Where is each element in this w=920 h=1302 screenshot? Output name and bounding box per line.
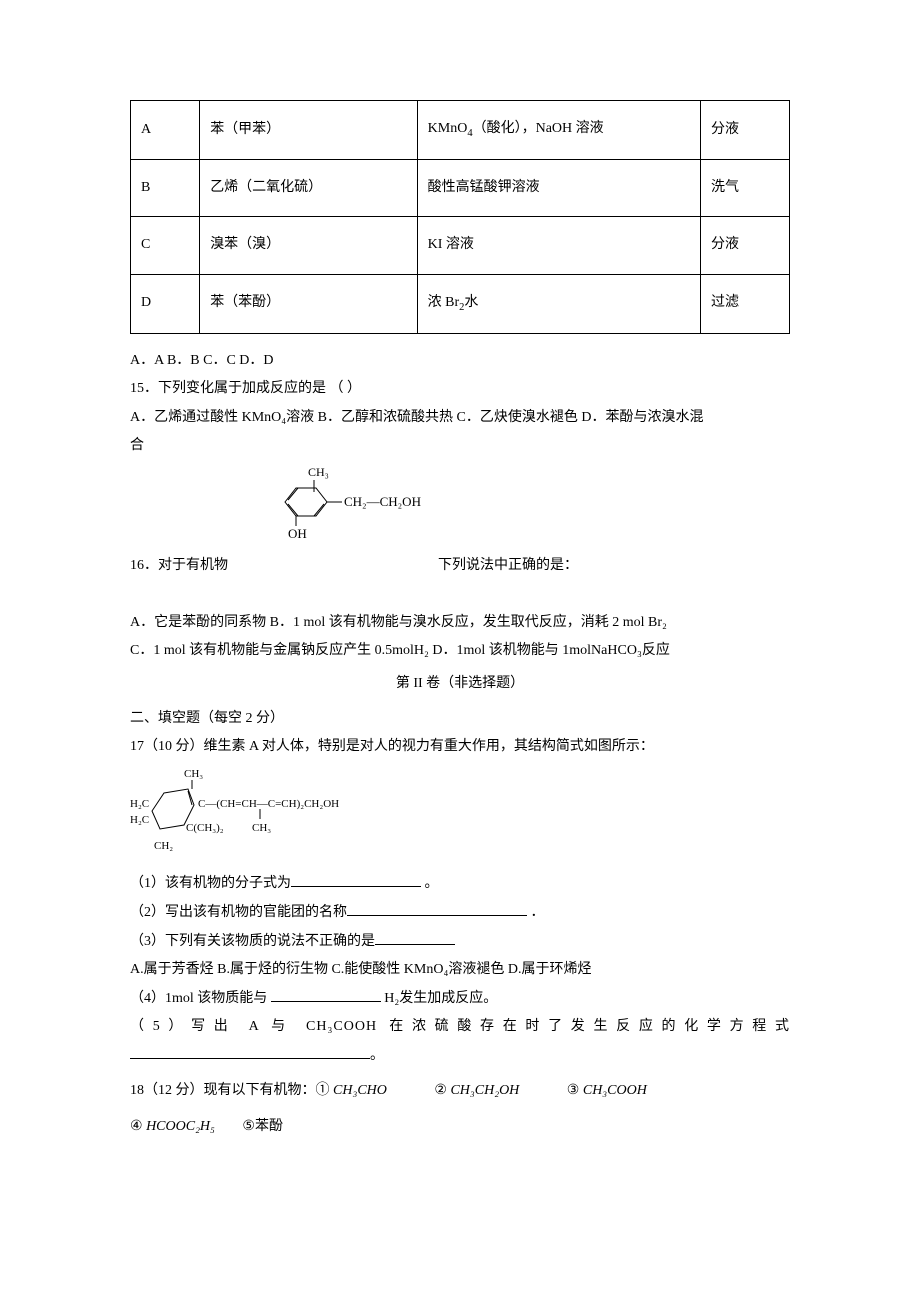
- blank-field: [271, 989, 381, 1002]
- svg-text:CH₃: CH₃: [308, 465, 329, 479]
- q17-p1: （1）该有机物的分子式为 。: [130, 871, 790, 898]
- q17-p4: （4）1mol 该物质能与 H₂发生加成反应。: [130, 986, 790, 1013]
- svg-text:C—(CH=CH—C=CH)₂CH₂OH: C—(CH=CH—C=CH)₂CH₂OH: [198, 798, 339, 810]
- q17-p5: （5）写出 A 与 CH₃COOH 在浓硫酸存在时了发生反应的化学方程式: [130, 1014, 790, 1041]
- formula: CH₃COOH: [583, 1083, 647, 1098]
- q15-options: A．乙烯通过酸性 KMnO₄溶液 B．乙醇和浓硫酸共热 C．乙炔使溴水褪色 D．…: [130, 405, 790, 432]
- table-row: D 苯（苯酚） 浓 Br2水 过滤: [131, 274, 790, 333]
- formula: HCOOC₂H₅: [146, 1119, 215, 1134]
- table-row: A 苯（甲苯） KMnO4（酸化），NaOH 溶液 分液: [131, 101, 790, 160]
- cell-opt: A: [131, 101, 200, 160]
- svg-text:CH₃: CH₃: [184, 768, 203, 780]
- blank-field: [347, 903, 527, 916]
- cell-method: 分液: [701, 101, 790, 160]
- svg-text:OH: OH: [288, 526, 307, 540]
- svg-text:H₂C: H₂C: [130, 798, 149, 810]
- cell-reagent: 酸性高锰酸钾溶液: [417, 159, 700, 217]
- q17-structure-image: CH₃ H₂C H₂C CH₂ C(CH₃)₂ C—(CH=CH—C=CH)₂C…: [130, 765, 790, 868]
- formula: CH₃CHO: [333, 1083, 387, 1098]
- q18-stem: 18（12 分）现有以下有机物：① CH₃CHO ② CH₃CH₂OH ③ CH…: [130, 1078, 790, 1105]
- svg-text:CH₂—CH₂OH: CH₂—CH₂OH: [344, 494, 421, 509]
- blank-field: [291, 875, 421, 888]
- svg-text:CH₃: CH₃: [252, 822, 271, 834]
- svg-text:C(CH₃)₂: C(CH₃)₂: [186, 822, 224, 834]
- q15-stem: 15．下列变化属于加成反应的是 （ ）: [130, 376, 790, 403]
- q17-p5-blank: 。: [130, 1043, 790, 1070]
- q18-line2: ④ HCOOC₂H₅ ⑤苯酚: [130, 1114, 790, 1141]
- blank-field: [375, 932, 455, 945]
- cell-method: 过滤: [701, 274, 790, 333]
- cell-reagent: KMnO4（酸化），NaOH 溶液: [417, 101, 700, 160]
- section-2-header: 第 II 卷（非选择题）: [130, 671, 790, 698]
- table-row: C 溴苯（溴） KI 溶液 分液: [131, 217, 790, 275]
- table-row: B 乙烯（二氧化硫） 酸性高锰酸钾溶液 洗气: [131, 159, 790, 217]
- cell-opt: C: [131, 217, 200, 275]
- svg-text:H₂C: H₂C: [130, 814, 149, 826]
- cell-substance: 苯（甲苯）: [200, 101, 417, 160]
- q17-opts: A.属于芳香烃 B.属于烃的衍生物 C.能使酸性 KMnO₄溶液褪色 D.属于环…: [130, 957, 790, 984]
- cell-method: 分液: [701, 217, 790, 275]
- molecule-structure-icon: CH₃ CH₂—CH₂OH OH: [230, 462, 436, 540]
- q17-p2: （2）写出该有机物的官能团的名称 ．: [130, 900, 790, 927]
- q17-p3: （3）下列有关该物质的说法不正确的是: [130, 929, 790, 956]
- cell-reagent: 浓 Br2水: [417, 274, 700, 333]
- fill-header: 二、填空题（每空 2 分）: [130, 706, 790, 733]
- cell-substance: 乙烯（二氧化硫）: [200, 159, 417, 217]
- cell-opt: B: [131, 159, 200, 217]
- q17-stem: 17（10 分）维生素 A 对人体，特别是对人的视力有重大作用，其结构简式如图所…: [130, 734, 790, 761]
- cell-method: 洗气: [701, 159, 790, 217]
- q15-options-cont: 合: [130, 433, 790, 460]
- purification-table: A 苯（甲苯） KMnO4（酸化），NaOH 溶液 分液 B 乙烯（二氧化硫） …: [130, 100, 790, 334]
- q16-optA: A．它是苯酚的同系物 B．1 mol 该有机物能与溴水反应，发生取代反应，消耗 …: [130, 610, 790, 637]
- blank-field: [130, 1046, 370, 1059]
- q16-optC: C．1 mol 该有机物能与金属钠反应产生 0.5molH₂ D．1mol 该机…: [130, 638, 790, 665]
- svg-text:CH₂: CH₂: [154, 840, 173, 852]
- cell-substance: 苯（苯酚）: [200, 274, 417, 333]
- formula: CH₃CH₂OH: [450, 1083, 519, 1098]
- cell-opt: D: [131, 274, 200, 333]
- q14-options: A．A B．B C．C D．D: [130, 348, 790, 375]
- vitamin-a-structure-icon: CH₃ H₂C H₂C CH₂ C(CH₃)₂ C—(CH=CH—C=CH)₂C…: [130, 765, 350, 857]
- cell-substance: 溴苯（溴）: [200, 217, 417, 275]
- cell-reagent: KI 溶液: [417, 217, 700, 275]
